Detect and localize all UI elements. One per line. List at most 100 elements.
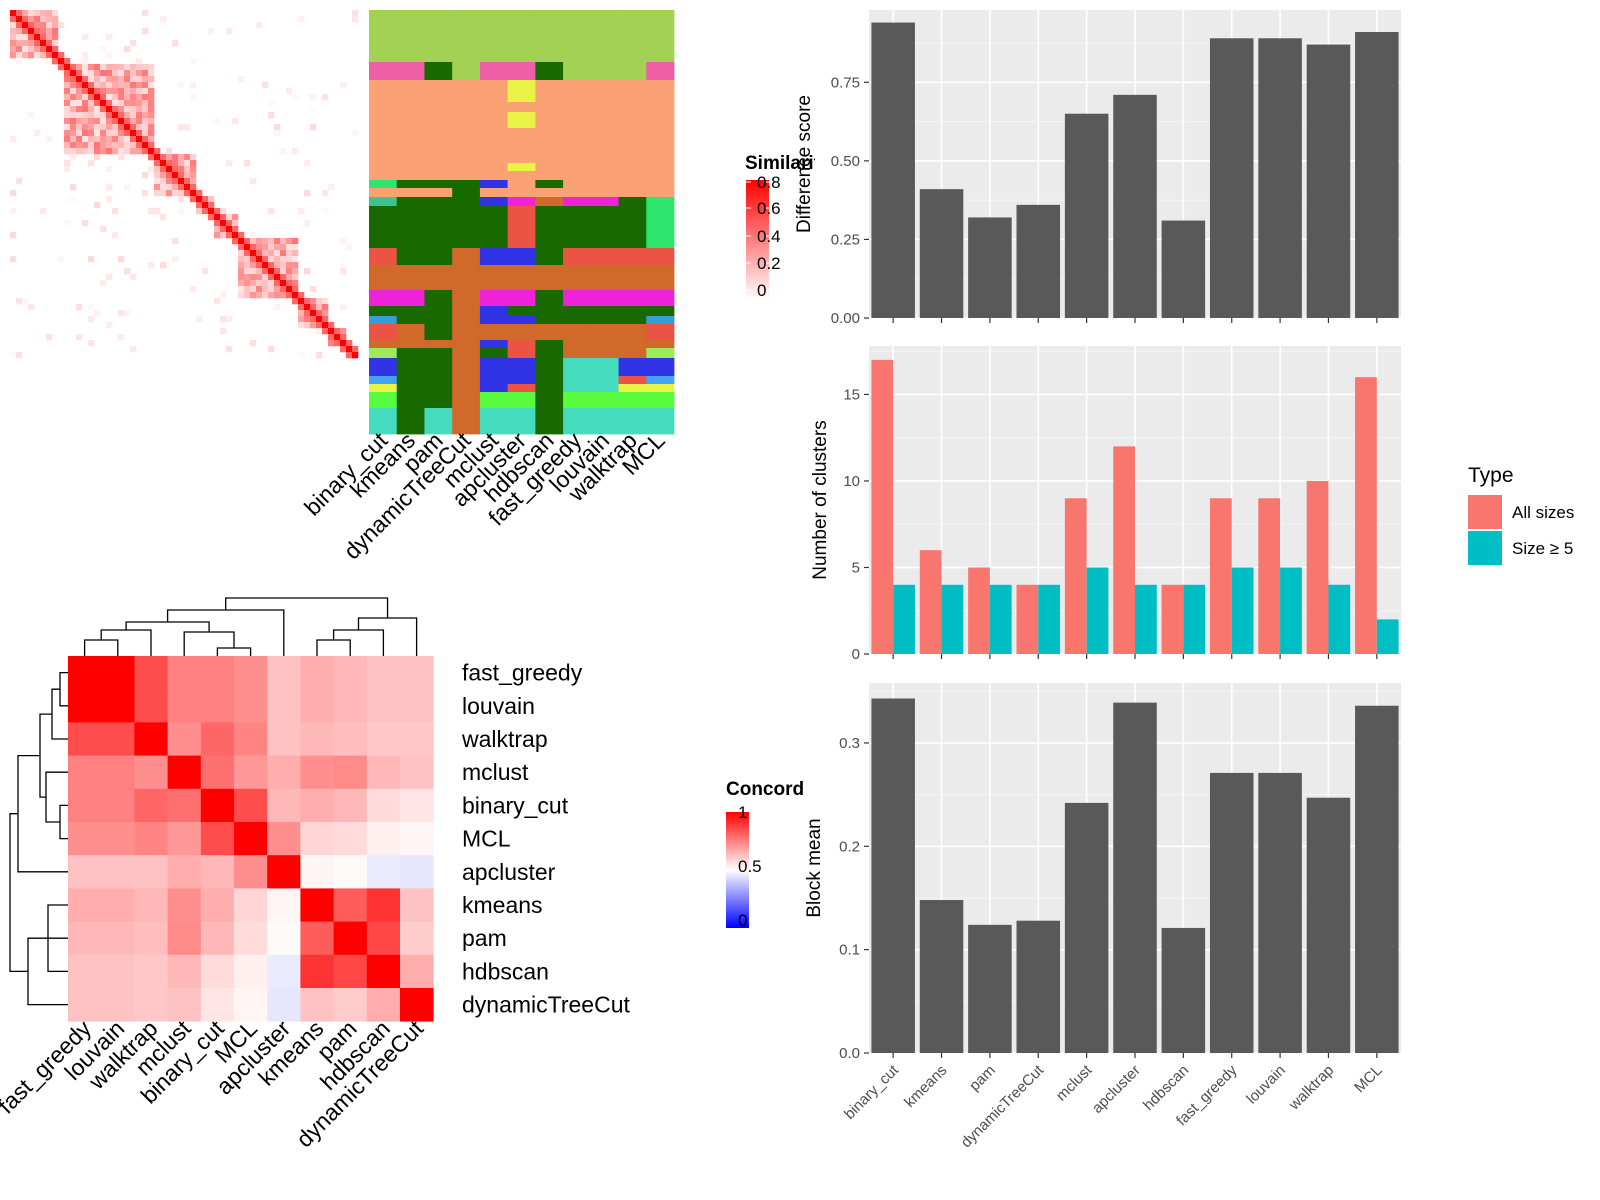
similarity-cell (328, 328, 335, 335)
cluster-cell (507, 180, 536, 189)
similarity-cell (142, 112, 149, 119)
cluster-cell (479, 348, 509, 359)
similarity-cell (352, 130, 359, 137)
similarity-cell (94, 148, 101, 155)
cluster-cell (618, 340, 647, 349)
similarity-cell (208, 28, 215, 35)
cluster-cell (507, 324, 536, 341)
concordance-cell (267, 954, 301, 989)
cluster-cell (507, 10, 536, 63)
similarity-cell (112, 94, 119, 101)
similarity-cell (88, 82, 95, 89)
similarity-cell (268, 274, 275, 281)
similarity-cell (40, 52, 47, 59)
similarity-cell (160, 262, 167, 269)
similarity-cell (118, 310, 125, 317)
similarity-cell (88, 88, 95, 95)
cluster-cell (424, 306, 453, 317)
concordance-cell (167, 822, 202, 856)
cluster-cell (507, 408, 536, 435)
similarity-cell (202, 196, 209, 203)
cluster-cell (646, 197, 675, 207)
similarity-cell (256, 244, 263, 251)
similarity-cell (124, 130, 131, 137)
similarity-cell (142, 10, 149, 17)
similarity-cell (166, 166, 173, 173)
cluster-cell (590, 376, 619, 385)
concordance-cell (300, 954, 334, 989)
cluster-cell (563, 290, 592, 307)
similarity-cell (100, 76, 107, 83)
similarity-cell (136, 76, 143, 83)
legend-swatch-size5 (1468, 531, 1502, 565)
similarity-cell (166, 160, 173, 167)
similarity-cell (148, 70, 155, 77)
similarity-cell (202, 208, 209, 215)
cluster-cell (452, 384, 481, 393)
similarity-cell (16, 46, 23, 53)
similarity-cell (40, 16, 47, 23)
similarity-cell (268, 208, 275, 215)
similarity-cell (16, 22, 23, 29)
cluster-cell (535, 206, 564, 249)
similarity-cell (118, 334, 125, 341)
similarity-cell (172, 238, 179, 245)
similarity-cell (88, 160, 95, 167)
similarity-cell (304, 304, 311, 311)
similarity-cell (82, 142, 89, 149)
cluster-cell (618, 358, 647, 377)
similarity-cell (136, 94, 143, 101)
concordance-cell (366, 822, 401, 856)
concordance-cell (200, 656, 235, 690)
concordance-cell (134, 921, 168, 956)
cluster-cell (507, 112, 536, 128)
cluster-cell (618, 324, 647, 341)
similarity-cell (316, 304, 323, 311)
concordance-cell (68, 921, 102, 956)
similarity-cell (142, 94, 149, 101)
similarity-cell (124, 88, 131, 95)
cluster-cell (646, 384, 675, 393)
similarity-cell (292, 238, 299, 245)
similarity-cell (238, 262, 245, 269)
similarity-cell (16, 16, 23, 23)
cluster-cell (452, 197, 481, 207)
concordance-cell (300, 822, 334, 856)
similarity-cell (178, 172, 185, 179)
similarity-cell (112, 76, 119, 83)
cluster-cell (452, 340, 481, 349)
cluster-cell (424, 197, 453, 207)
concordance-cell (200, 988, 235, 1022)
similarity-cell (232, 232, 239, 239)
similarity-cell (298, 292, 305, 299)
similarity-cell (238, 256, 245, 263)
bar (1016, 920, 1061, 1053)
similarity-cell (244, 262, 251, 269)
cluster-cell (452, 188, 481, 198)
similarity-cell (292, 298, 299, 305)
cluster-cell (590, 206, 619, 249)
concordance-cell (101, 822, 135, 856)
concordance-cell (200, 722, 235, 756)
similarity-cell (274, 124, 281, 131)
similarity-cell (28, 34, 35, 41)
similarity-cell (190, 172, 197, 179)
cluster-cell (618, 80, 647, 181)
cluster-cell (618, 408, 647, 435)
concordance-cell (234, 888, 268, 922)
cluster-cell (535, 248, 564, 266)
similarity-cell (250, 238, 257, 245)
similarity-cell (178, 160, 185, 167)
similarity-cell (118, 142, 125, 149)
concordance-cell (366, 988, 401, 1022)
similarity-cell (16, 40, 23, 47)
similarity-cell (238, 286, 245, 293)
similarity-cell (10, 16, 17, 23)
similarity-cell (58, 52, 65, 59)
similarity-cell (178, 196, 185, 203)
similarity-cell (142, 106, 149, 113)
concordance-cell (101, 755, 135, 790)
similarity-cell (196, 202, 203, 209)
type-legend: Type All sizes Size ≥ 5 (1468, 464, 1574, 565)
concordance-cell (200, 921, 235, 956)
